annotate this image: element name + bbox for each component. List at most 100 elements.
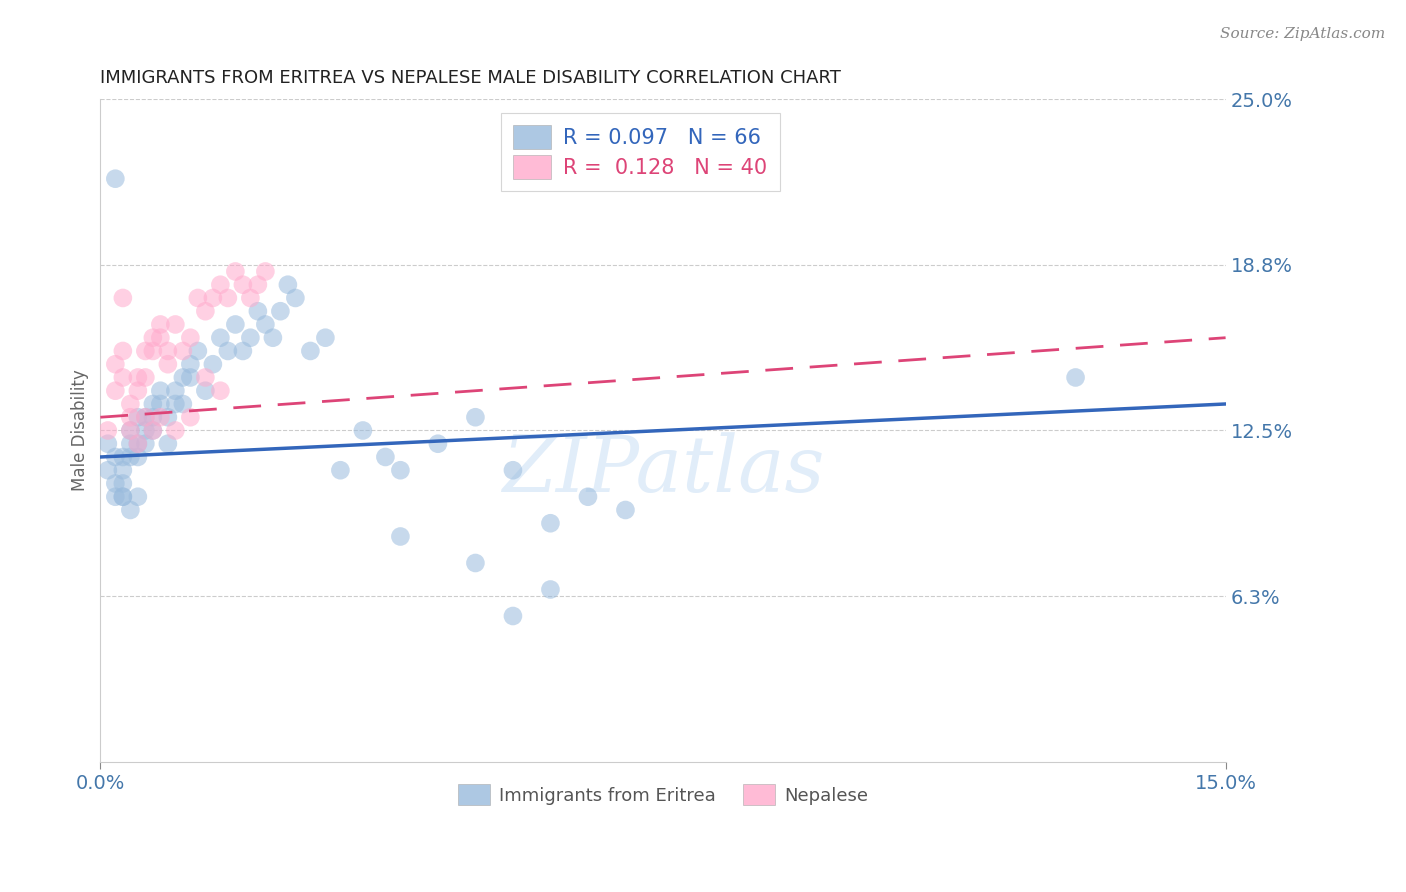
Point	[217, 343, 239, 358]
Y-axis label: Male Disability: Male Disability	[72, 369, 89, 491]
Point	[165, 318, 187, 332]
Point	[111, 490, 134, 504]
Point	[134, 343, 156, 358]
Point	[187, 343, 209, 358]
Legend: Immigrants from Eritrea, Nepalese: Immigrants from Eritrea, Nepalese	[450, 777, 876, 813]
Point	[464, 556, 486, 570]
Point	[426, 436, 449, 450]
Point	[389, 463, 412, 477]
Point	[239, 291, 262, 305]
Point	[232, 343, 254, 358]
Point	[277, 277, 299, 292]
Point	[120, 450, 142, 464]
Point	[209, 331, 232, 345]
Point	[97, 463, 120, 477]
Point	[120, 397, 142, 411]
Point	[389, 529, 412, 543]
Point	[172, 397, 194, 411]
Point	[111, 450, 134, 464]
Point	[142, 424, 165, 438]
Point	[179, 357, 201, 371]
Point	[104, 171, 127, 186]
Point	[314, 331, 336, 345]
Point	[246, 304, 269, 318]
Point	[111, 476, 134, 491]
Point	[224, 318, 246, 332]
Point	[299, 343, 322, 358]
Point	[149, 384, 172, 398]
Point	[254, 264, 277, 278]
Point	[134, 370, 156, 384]
Point	[120, 436, 142, 450]
Point	[217, 291, 239, 305]
Point	[142, 331, 165, 345]
Point	[142, 410, 165, 425]
Point	[134, 410, 156, 425]
Point	[1064, 370, 1087, 384]
Point	[127, 450, 149, 464]
Point	[127, 490, 149, 504]
Text: ZIPatlas: ZIPatlas	[502, 432, 824, 508]
Point	[172, 370, 194, 384]
Point	[97, 436, 120, 450]
Point	[201, 357, 224, 371]
Point	[576, 490, 599, 504]
Point	[352, 424, 374, 438]
Point	[538, 582, 561, 597]
Point	[165, 384, 187, 398]
Point	[120, 424, 142, 438]
Point	[284, 291, 307, 305]
Point	[111, 463, 134, 477]
Point	[502, 609, 524, 624]
Point	[187, 291, 209, 305]
Point	[156, 357, 179, 371]
Point	[179, 331, 201, 345]
Point	[254, 318, 277, 332]
Point	[104, 490, 127, 504]
Point	[134, 410, 156, 425]
Point	[156, 436, 179, 450]
Point	[111, 343, 134, 358]
Point	[209, 277, 232, 292]
Point	[149, 410, 172, 425]
Point	[194, 370, 217, 384]
Point	[104, 476, 127, 491]
Point	[127, 410, 149, 425]
Point	[209, 384, 232, 398]
Point	[262, 331, 284, 345]
Text: Source: ZipAtlas.com: Source: ZipAtlas.com	[1219, 27, 1385, 41]
Point	[165, 397, 187, 411]
Point	[97, 424, 120, 438]
Point	[165, 424, 187, 438]
Point	[120, 410, 142, 425]
Point	[111, 291, 134, 305]
Point	[201, 291, 224, 305]
Point	[127, 384, 149, 398]
Point	[156, 410, 179, 425]
Point	[232, 277, 254, 292]
Point	[149, 318, 172, 332]
Point	[111, 490, 134, 504]
Point	[156, 343, 179, 358]
Point	[194, 384, 217, 398]
Point	[142, 343, 165, 358]
Point	[194, 304, 217, 318]
Point	[134, 424, 156, 438]
Point	[172, 343, 194, 358]
Point	[329, 463, 352, 477]
Point	[104, 357, 127, 371]
Point	[149, 397, 172, 411]
Point	[614, 503, 637, 517]
Point	[464, 410, 486, 425]
Point	[127, 436, 149, 450]
Text: IMMIGRANTS FROM ERITREA VS NEPALESE MALE DISABILITY CORRELATION CHART: IMMIGRANTS FROM ERITREA VS NEPALESE MALE…	[100, 69, 841, 87]
Point	[142, 397, 165, 411]
Point	[239, 331, 262, 345]
Point	[374, 450, 396, 464]
Point	[179, 370, 201, 384]
Point	[538, 516, 561, 531]
Point	[120, 424, 142, 438]
Point	[111, 370, 134, 384]
Point	[127, 370, 149, 384]
Point	[502, 463, 524, 477]
